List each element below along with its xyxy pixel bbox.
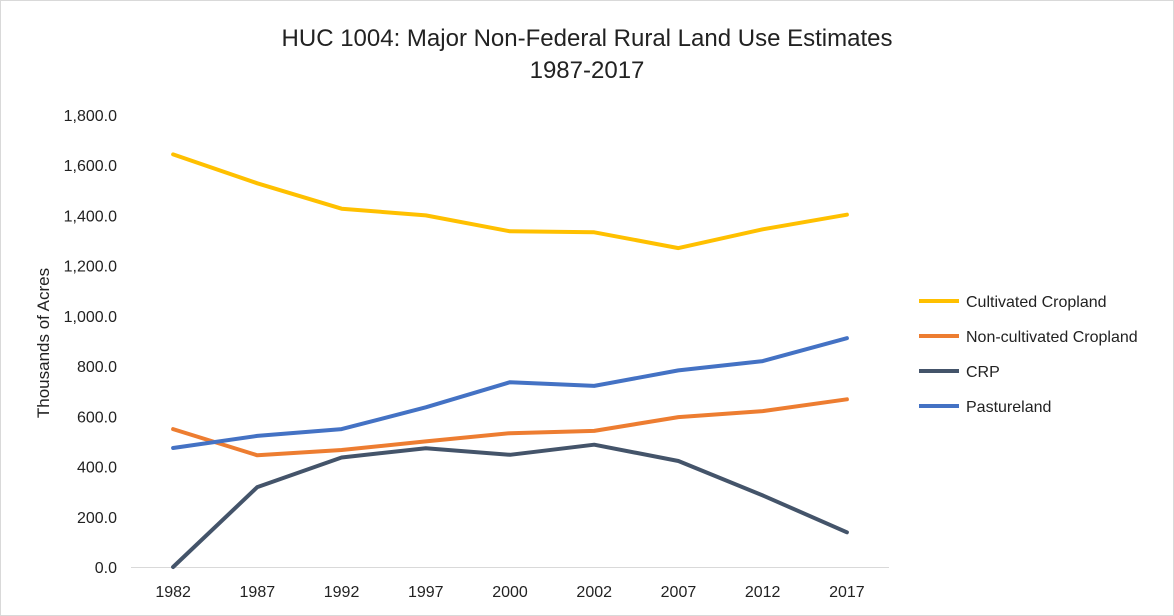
series-line-pastureland [171,336,849,450]
y-tick-label: 0.0 [95,560,117,577]
legend-label: Non-cultivated Cropland [966,329,1138,346]
x-tick-label: 1992 [324,584,360,601]
x-tick-label: 2000 [492,584,528,601]
x-tick-label: 2002 [576,584,612,601]
chart-title-block: HUC 1004: Major Non-Federal Rural Land U… [1,23,1173,87]
y-tick-label: 1,200.0 [64,259,117,276]
y-tick-label: 600.0 [77,409,117,426]
legend: Cultivated Cropland Non-cultivated Cropla… [919,294,1138,416]
series-line-non-cultivated-cropland [171,397,849,458]
x-tick-label: 2017 [829,584,865,601]
x-tick-label: 1982 [155,584,191,601]
y-axis-title: Thousands of Acres [34,268,53,418]
x-tick-label: 2012 [745,584,781,601]
x-tick-label: 2007 [661,584,697,601]
y-tick-label: 1,400.0 [64,208,117,225]
chart-subtitle: 1987-2017 [529,57,645,84]
y-tick-labels: 0.0 200.0 400.0 600.0 800.0 1,000.0 1,200.0 1,4… [64,108,117,577]
y-tick-label: 1,800.0 [64,108,117,125]
y-tick-label: 1,600.0 [64,158,117,175]
chart-title: HUC 1004: Major Non-Federal Rural Land U… [281,25,893,52]
y-tick-label: 1,000.0 [64,309,117,326]
legend-label: Cultivated Cropland [966,294,1107,311]
legend-label: CRP [966,364,1000,381]
legend-label: Pastureland [966,399,1051,416]
series-line-cultivated-cropland [171,152,849,251]
series-lines [171,152,849,569]
y-tick-label: 200.0 [77,510,117,527]
x-tick-labels: 1982 1987 1992 1997 2000 2002 2007 2012 2017 [155,584,864,601]
y-tick-label: 400.0 [77,460,117,477]
y-tick-label: 800.0 [77,359,117,376]
series-line-crp [171,442,849,569]
x-tick-label: 1997 [408,584,444,601]
x-tick-label: 1987 [240,584,276,601]
